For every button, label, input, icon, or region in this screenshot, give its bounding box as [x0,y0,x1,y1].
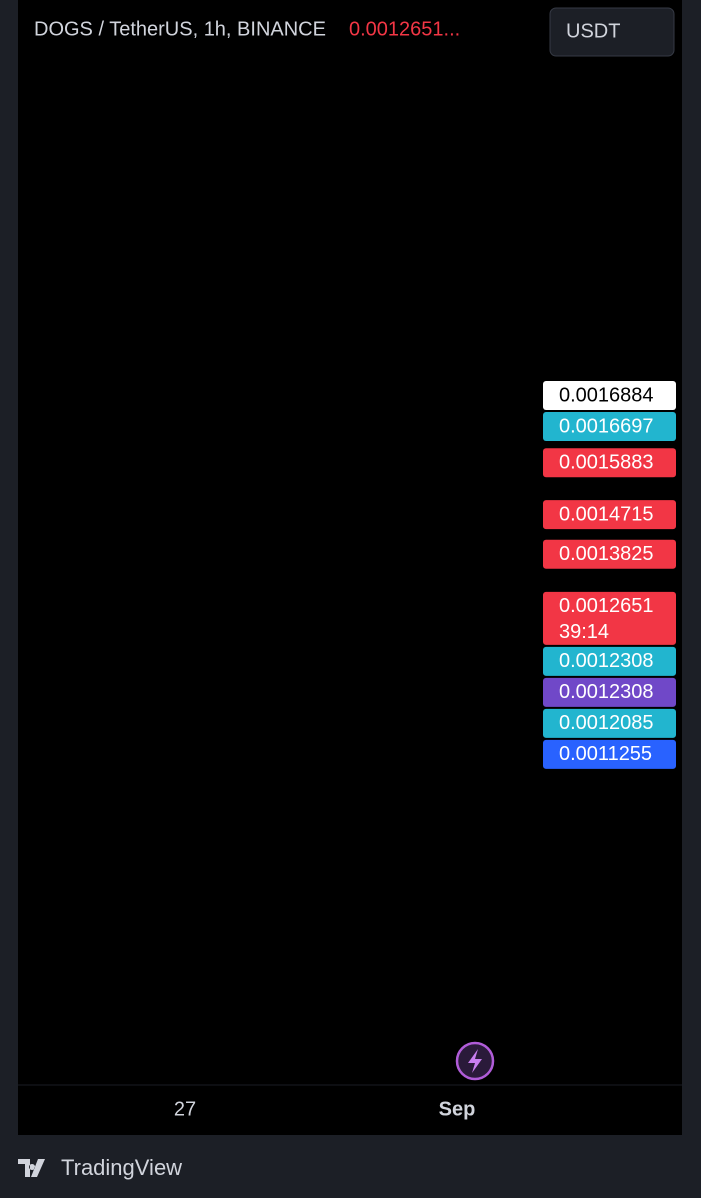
price-label: 0.0012085 [559,712,654,734]
price-label-box [543,381,676,411]
price-label: 0.0012651 [559,595,654,617]
price-label: 0.0012308 [559,650,654,672]
currency-label[interactable]: USDT [566,20,620,42]
lightning-icon[interactable] [468,1049,482,1073]
logo-mark [18,1159,45,1177]
currency-button[interactable] [549,7,675,57]
header-price: 0.0012651... [349,18,460,40]
lightning-button[interactable] [455,1041,495,1081]
price-label-box [543,677,676,707]
x-tick-label: Sep [439,1098,476,1120]
price-label-box [543,539,676,569]
price-label: 0.0015883 [559,451,654,473]
price-label: 0.0014715 [559,503,654,525]
price-label-box [543,448,676,478]
price-label: 0.0012308 [559,681,654,703]
price-label-box [543,412,676,442]
x-tick-label: 27 [174,1098,196,1120]
price-label: 0.0011255 [559,743,652,765]
price-label-box [543,708,676,738]
price-label-box [543,591,676,645]
price-label-box [543,500,676,530]
price-label: 0.0016697 [559,415,654,437]
price-label: 0.0013825 [559,543,654,565]
price-label: 0.0016884 [559,384,654,406]
brand-logo [18,1159,45,1177]
price-label-box [543,646,676,676]
brand-name: TradingView [61,1155,182,1180]
price-label-box [543,739,676,769]
symbol-title: DOGS / TetherUS, 1h, BINANCE [34,18,326,40]
countdown: 39:14 [559,621,609,643]
